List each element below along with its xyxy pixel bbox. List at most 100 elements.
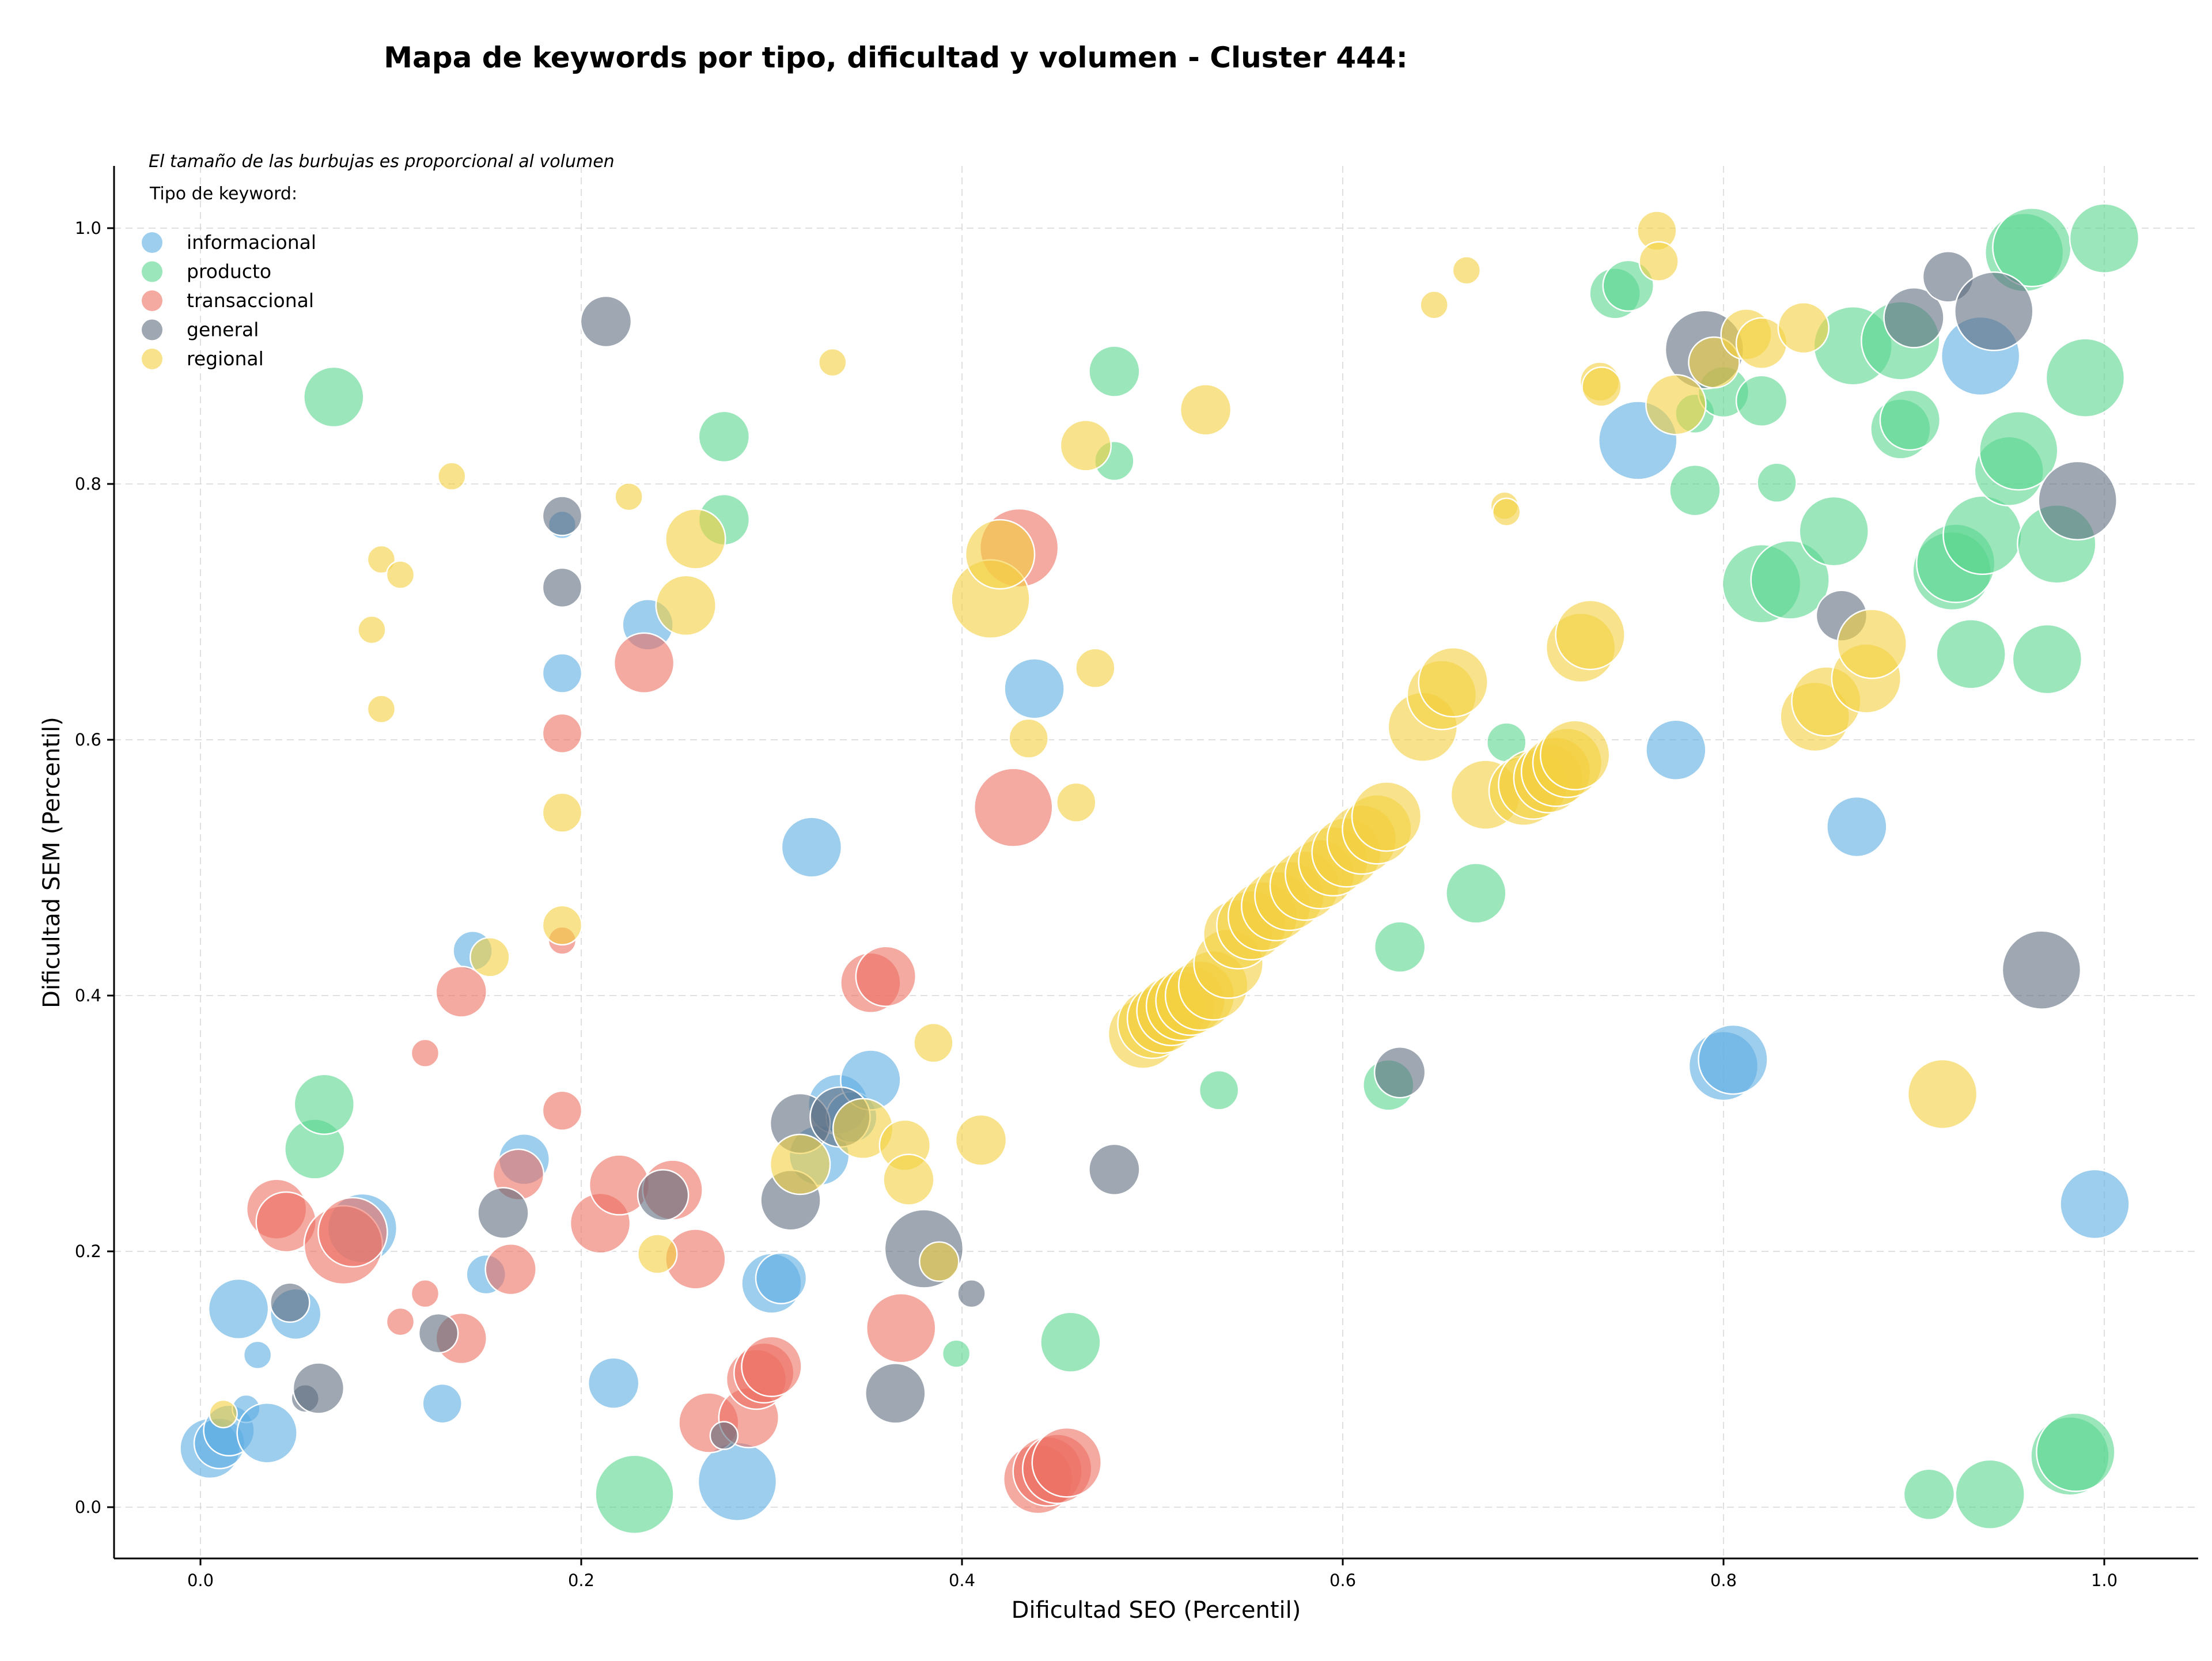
bubble-regional — [1179, 383, 1232, 436]
bubble-informacional — [1003, 657, 1065, 720]
bubble-regional — [1638, 241, 1679, 282]
bubble-transaccional — [613, 632, 675, 694]
bubble-regional — [1907, 1058, 1978, 1130]
y-tick-label: 1.0 — [75, 218, 101, 238]
bubble-producto — [1669, 464, 1721, 517]
bubble-regional — [357, 615, 387, 645]
bubble-transaccional — [541, 713, 583, 754]
axes — [113, 166, 2198, 1560]
bubble-producto — [293, 1073, 355, 1135]
bubble-regional — [1008, 718, 1049, 759]
bubble-general — [477, 1187, 529, 1239]
bubble-producto — [1750, 540, 1830, 620]
bubble-general — [637, 1169, 690, 1221]
y-axis-label: Dificultad SEM (Percentil) — [39, 717, 65, 1008]
bubble-producto — [1735, 374, 1788, 427]
bubble-producto — [2012, 623, 2083, 695]
bubble-regional — [1075, 648, 1116, 688]
x-tick-label: 0.8 — [1710, 1571, 1737, 1590]
bubble-producto — [1942, 495, 2022, 576]
y-tick-label: 0.0 — [75, 1497, 101, 1517]
bubble-general — [1883, 287, 1945, 349]
bubble-producto — [1373, 921, 1426, 973]
bubble-regional — [1491, 497, 1521, 527]
bubble-producto — [1198, 1070, 1240, 1111]
bubble-producto — [2069, 203, 2140, 274]
bubble-regional — [913, 1022, 954, 1064]
y-tick-label: 0.4 — [75, 986, 101, 1005]
bubble-regional — [955, 1114, 1007, 1167]
bubble-general — [270, 1282, 310, 1323]
bubble-transaccional — [484, 1243, 537, 1296]
x-tick-label: 0.4 — [949, 1571, 975, 1590]
bubble-transaccional — [865, 1292, 937, 1364]
bubble-transaccional — [855, 945, 917, 1007]
bubble-general — [709, 1421, 739, 1450]
x-axis-label: Dificultad SEO (Percentil) — [1012, 1597, 1301, 1624]
legend-marker-regional — [142, 349, 162, 369]
bubble-informacional — [236, 1402, 298, 1464]
bubble-producto — [594, 1454, 675, 1535]
bubble-general — [957, 1279, 986, 1308]
bubble-regional — [1418, 646, 1488, 718]
bubble-general — [1088, 1143, 1141, 1196]
legend-label-transaccional: transaccional — [187, 289, 314, 312]
chart-title: Mapa de keywords por tipo, dificultad y … — [384, 41, 1407, 74]
legend-label-informacional: informacional — [187, 231, 316, 253]
x-tick-label: 0.2 — [568, 1571, 594, 1590]
bubble-informacional — [243, 1340, 272, 1370]
bubble-regional — [1056, 782, 1097, 823]
bubble-general — [418, 1312, 459, 1354]
bubble-regional — [1351, 781, 1422, 852]
bubble-regional — [769, 1133, 831, 1195]
bubble-informacional — [1698, 1024, 1768, 1095]
x-tick-labels: 0.0 0.2 0.4 0.6 0.8 1.0 — [187, 1558, 2118, 1590]
bubble-informacional — [541, 653, 583, 694]
bubble-regional — [366, 544, 396, 574]
bubble-regional — [366, 694, 396, 724]
bubble-informacional — [587, 1357, 640, 1409]
bubble-regional — [1059, 419, 1112, 472]
bubble-producto — [1088, 345, 1141, 398]
bubble-regional — [614, 482, 643, 512]
bubble-transaccional — [741, 1335, 802, 1398]
bubble-informacional — [697, 1441, 778, 1522]
bubble-regional — [637, 1234, 678, 1274]
bubble-producto — [1879, 389, 1941, 451]
bubble-transaccional — [317, 1197, 388, 1267]
legend-note: El tamaño de las burbujas es proporciona… — [149, 152, 615, 172]
bubble-producto — [1955, 1459, 2025, 1530]
bubble-transaccional — [435, 966, 488, 1018]
bubble-transaccional — [973, 767, 1054, 847]
bubble-transaccional — [541, 1090, 583, 1132]
bubble-regional — [541, 792, 583, 833]
bubble-producto — [1756, 462, 1797, 504]
bubble-regional — [655, 574, 717, 637]
bubble-regional — [882, 1153, 935, 1206]
x-tick-label: 0.0 — [187, 1571, 214, 1590]
bubble-producto — [2036, 1412, 2116, 1492]
bubble-general — [865, 1363, 926, 1424]
bubble-regional — [665, 508, 726, 570]
bubble-general — [2037, 460, 2118, 541]
bubble-producto — [1040, 1311, 1101, 1373]
bubble-regional — [1555, 599, 1626, 671]
bubble-regional — [919, 1241, 960, 1282]
bubble-regional — [1419, 290, 1449, 320]
bubble-regional — [1539, 720, 1611, 790]
bubble-regional — [1452, 256, 1482, 285]
bubble-informacional — [1826, 796, 1888, 858]
legend: El tamaño de las burbujas es proporciona… — [142, 152, 615, 370]
bubble-general — [292, 1362, 345, 1414]
y-tick-label: 0.2 — [75, 1242, 101, 1261]
bubble-producto — [1798, 495, 1869, 567]
bubble-informacional — [781, 816, 843, 878]
y-tick-label: 0.8 — [75, 474, 101, 494]
bubble-producto — [1903, 1468, 1956, 1521]
x-tick-label: 1.0 — [2091, 1571, 2118, 1590]
bubble-regional — [1777, 301, 1830, 354]
bubble-transaccional — [410, 1038, 440, 1068]
y-tick-labels: 0.0 0.2 0.4 0.6 0.8 1.0 — [75, 218, 114, 1517]
bubble-general — [2001, 930, 2082, 1010]
bubble-general — [541, 495, 583, 536]
